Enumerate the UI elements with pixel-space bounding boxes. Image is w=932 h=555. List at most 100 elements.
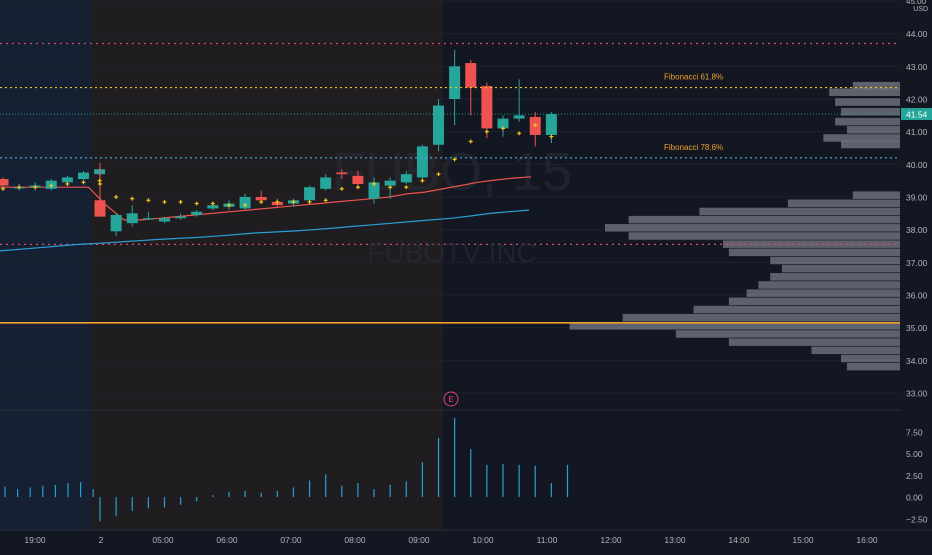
volume-profile-bar [787,199,900,208]
volume-profile-bar [728,248,900,257]
vwap-dot [65,181,70,186]
watermark-symbol: FUBO, 15 [332,142,572,202]
time-tick-label: 06:00 [216,535,238,545]
candle-body [191,211,203,215]
watermark-company: FUBOTV INC [367,237,537,268]
time-tick-label: 10:00 [472,535,494,545]
candle[interactable] [239,193,251,211]
candle[interactable] [78,170,89,181]
candle-body [0,179,9,186]
candle[interactable] [336,169,348,180]
candle[interactable] [368,177,380,204]
volume-tick-label: 5.00 [906,449,923,459]
candle[interactable] [481,82,493,139]
volume-profile-bar [829,88,900,96]
vwap-dot [291,199,296,204]
volume-profile-bar [841,140,900,149]
volume-profile-bar [675,330,900,338]
ema-slow-line [0,209,530,252]
volume-profile-bar [628,215,900,224]
candle[interactable] [0,177,9,188]
vwap-dot [468,139,473,144]
price-tick-label: 41.00 [906,127,928,137]
volume-profile-bar [728,297,900,306]
candle-body [433,105,445,145]
candle[interactable] [513,79,525,122]
candle-body [126,213,138,224]
volume-profile-bar [841,354,900,363]
vwap-dot [307,199,312,204]
candle-body [416,146,428,178]
volume-profile-bar [758,281,900,289]
candle[interactable] [304,185,316,202]
ema-fast-line [0,176,532,221]
candle[interactable] [352,170,364,188]
candle-body [497,118,509,129]
time-tick-label: 09:00 [408,535,430,545]
volume-profile-bar [846,126,900,134]
price-tick-label: 39.00 [906,193,928,203]
candle-body [336,172,348,175]
vwap-dot [162,199,167,204]
candle-body [481,85,493,129]
vwap-dot [484,129,489,134]
vwap-dot [146,198,151,203]
candle-body [142,218,154,220]
candle[interactable] [400,170,412,184]
last-price-badge [901,108,932,121]
price-axis-panel [900,0,932,550]
vwap-dot [178,199,183,204]
earnings-marker[interactable]: E [443,391,459,407]
vwap-dot [533,123,538,128]
vwap-dot [275,199,280,204]
candle-body [400,174,412,183]
price-tick-label: 38.00 [906,225,928,235]
fibonacci-label: Fibonacci 61.8% [664,73,723,82]
vwap-dot [501,126,505,131]
candle[interactable] [126,205,138,227]
candle-body [110,214,122,232]
vwap-dot [33,185,38,190]
candle[interactable] [158,216,170,224]
candle-body [352,175,364,184]
price-tick-label: 37.00 [906,258,928,268]
candle[interactable] [320,174,332,191]
candle[interactable] [497,115,509,137]
candle-body [449,66,461,100]
volume-profile-bar [628,232,900,240]
overnight-session-bg [0,0,91,530]
volume-profile-bar [811,346,900,355]
volume-profile-bar [728,338,900,346]
candle[interactable] [433,99,445,152]
vwap-dot [1,186,5,191]
volume-profile-bar [782,264,900,273]
volume-profile-bar [823,134,900,142]
vwap-dot [130,196,135,201]
time-tick-label: 2 [99,535,104,545]
candle-body [61,177,73,183]
vwap-dot [388,185,393,190]
candle-body [320,177,332,189]
volume-profile-bar [841,108,900,116]
time-tick-label: 11:00 [537,535,558,545]
candle-body [158,218,170,222]
candle[interactable] [94,162,106,217]
volume-profile-bar [569,322,900,330]
vwap-dot [226,203,231,208]
candle-body [304,187,316,201]
candle[interactable] [449,50,461,126]
time-tick-label: 19:00 [24,535,46,545]
candle[interactable] [142,211,154,220]
candle[interactable] [175,213,187,220]
candle[interactable] [110,213,122,237]
volume-profile-bar [746,289,900,297]
candle[interactable] [191,210,203,217]
candle[interactable] [416,144,428,181]
vwap-dot [210,201,215,206]
price-tick-label: 35.00 [906,323,928,333]
vwap-dot [339,186,344,191]
fibonacci-label: Fibonacci 78.6% [664,143,723,152]
vwap-dot [549,134,554,139]
